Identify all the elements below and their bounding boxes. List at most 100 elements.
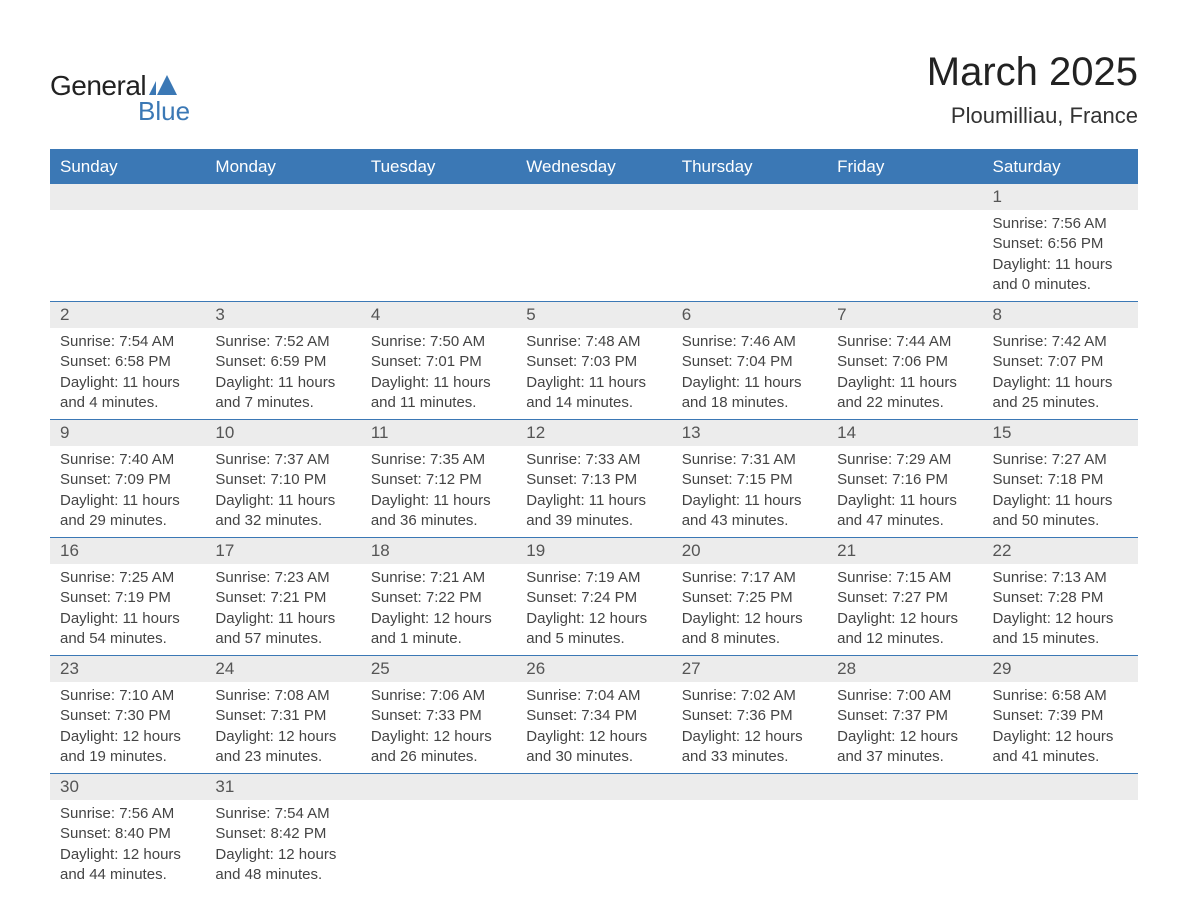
- day-data-cell: Sunrise: 7:15 AMSunset: 7:27 PMDaylight:…: [827, 564, 982, 656]
- day-data-cell: Sunrise: 7:17 AMSunset: 7:25 PMDaylight:…: [672, 564, 827, 656]
- day-data-cell: Sunrise: 6:58 AMSunset: 7:39 PMDaylight:…: [983, 682, 1138, 774]
- day-sunrise: Sunrise: 7:06 AM: [371, 686, 506, 706]
- day-number-cell: 24: [205, 656, 360, 683]
- day-sunset: Sunset: 7:07 PM: [993, 352, 1128, 372]
- day-data-cell: Sunrise: 7:27 AMSunset: 7:18 PMDaylight:…: [983, 446, 1138, 538]
- day-number-cell: 3: [205, 302, 360, 329]
- day-data-cell: Sunrise: 7:02 AMSunset: 7:36 PMDaylight:…: [672, 682, 827, 774]
- day-data: Sunrise: 7:52 AMSunset: 6:59 PMDaylight:…: [205, 328, 360, 419]
- day-day1: Daylight: 11 hours: [837, 373, 972, 393]
- day-day2: and 22 minutes.: [837, 393, 972, 413]
- day-sunset: Sunset: 7:31 PM: [215, 706, 350, 726]
- day-data-cell: Sunrise: 7:48 AMSunset: 7:03 PMDaylight:…: [516, 328, 671, 420]
- empty-day: [983, 800, 1138, 888]
- day-data-cell: Sunrise: 7:35 AMSunset: 7:12 PMDaylight:…: [361, 446, 516, 538]
- day-data: Sunrise: 7:10 AMSunset: 7:30 PMDaylight:…: [50, 682, 205, 773]
- day-data-cell: [672, 210, 827, 302]
- day-data: Sunrise: 7:56 AMSunset: 8:40 PMDaylight:…: [50, 800, 205, 891]
- day-day2: and 47 minutes.: [837, 511, 972, 531]
- day-number-cell: 2: [50, 302, 205, 329]
- day-sunrise: Sunrise: 7:54 AM: [215, 804, 350, 824]
- day-day1: Daylight: 11 hours: [60, 609, 195, 629]
- day-day2: and 23 minutes.: [215, 747, 350, 767]
- daynum-row: 2345678: [50, 302, 1138, 329]
- day-number: 2: [50, 302, 205, 328]
- day-day1: Daylight: 12 hours: [60, 845, 195, 865]
- day-sunrise: Sunrise: 7:56 AM: [60, 804, 195, 824]
- daynum-row: 1: [50, 184, 1138, 211]
- day-data: Sunrise: 7:13 AMSunset: 7:28 PMDaylight:…: [983, 564, 1138, 655]
- day-number: 1: [983, 184, 1138, 210]
- day-number: 9: [50, 420, 205, 446]
- day-number-cell: 10: [205, 420, 360, 447]
- day-number: [672, 774, 827, 780]
- empty-day: [516, 210, 671, 298]
- day-data: Sunrise: 7:02 AMSunset: 7:36 PMDaylight:…: [672, 682, 827, 773]
- day-data: Sunrise: 7:35 AMSunset: 7:12 PMDaylight:…: [361, 446, 516, 537]
- empty-day: [50, 210, 205, 298]
- day-day1: Daylight: 12 hours: [993, 727, 1128, 747]
- day-day2: and 15 minutes.: [993, 629, 1128, 649]
- weekday-header: Friday: [827, 150, 982, 184]
- day-day1: Daylight: 12 hours: [837, 727, 972, 747]
- day-sunset: Sunset: 7:01 PM: [371, 352, 506, 372]
- day-sunrise: Sunrise: 7:33 AM: [526, 450, 661, 470]
- day-number-cell: [50, 184, 205, 211]
- day-number-cell: 9: [50, 420, 205, 447]
- day-number: 23: [50, 656, 205, 682]
- day-day2: and 33 minutes.: [682, 747, 817, 767]
- day-number: 8: [983, 302, 1138, 328]
- day-number: 4: [361, 302, 516, 328]
- day-day1: Daylight: 12 hours: [60, 727, 195, 747]
- day-number-cell: 19: [516, 538, 671, 565]
- day-sunrise: Sunrise: 7:46 AM: [682, 332, 817, 352]
- weekday-header: Thursday: [672, 150, 827, 184]
- day-day2: and 26 minutes.: [371, 747, 506, 767]
- day-number: [516, 774, 671, 780]
- day-number-cell: 26: [516, 656, 671, 683]
- day-number: 10: [205, 420, 360, 446]
- day-number-cell: 31: [205, 774, 360, 801]
- day-data-cell: [672, 800, 827, 891]
- day-sunset: Sunset: 7:19 PM: [60, 588, 195, 608]
- day-sunrise: Sunrise: 7:00 AM: [837, 686, 972, 706]
- day-data: Sunrise: 7:17 AMSunset: 7:25 PMDaylight:…: [672, 564, 827, 655]
- day-sunrise: Sunrise: 7:40 AM: [60, 450, 195, 470]
- day-number: [672, 184, 827, 190]
- day-day2: and 30 minutes.: [526, 747, 661, 767]
- day-data: Sunrise: 7:40 AMSunset: 7:09 PMDaylight:…: [50, 446, 205, 537]
- day-data: Sunrise: 7:56 AMSunset: 6:56 PMDaylight:…: [983, 210, 1138, 301]
- empty-day: [361, 800, 516, 888]
- day-day2: and 39 minutes.: [526, 511, 661, 531]
- day-number: 14: [827, 420, 982, 446]
- day-number: 6: [672, 302, 827, 328]
- day-data-cell: Sunrise: 7:21 AMSunset: 7:22 PMDaylight:…: [361, 564, 516, 656]
- day-data-cell: Sunrise: 7:10 AMSunset: 7:30 PMDaylight:…: [50, 682, 205, 774]
- day-number: 11: [361, 420, 516, 446]
- day-data-cell: [516, 800, 671, 891]
- day-day2: and 1 minute.: [371, 629, 506, 649]
- day-data-cell: Sunrise: 7:08 AMSunset: 7:31 PMDaylight:…: [205, 682, 360, 774]
- day-data: Sunrise: 7:48 AMSunset: 7:03 PMDaylight:…: [516, 328, 671, 419]
- day-data: Sunrise: 6:58 AMSunset: 7:39 PMDaylight:…: [983, 682, 1138, 773]
- day-number-cell: 27: [672, 656, 827, 683]
- day-number-cell: 28: [827, 656, 982, 683]
- day-number-cell: [516, 184, 671, 211]
- day-data-cell: Sunrise: 7:13 AMSunset: 7:28 PMDaylight:…: [983, 564, 1138, 656]
- page-subtitle: Ploumilliau, France: [927, 103, 1138, 129]
- day-sunset: Sunset: 7:21 PM: [215, 588, 350, 608]
- day-sunset: Sunset: 7:36 PM: [682, 706, 817, 726]
- day-day1: Daylight: 11 hours: [526, 373, 661, 393]
- day-day2: and 14 minutes.: [526, 393, 661, 413]
- day-number-cell: 15: [983, 420, 1138, 447]
- weekday-header: Tuesday: [361, 150, 516, 184]
- day-number-cell: 11: [361, 420, 516, 447]
- day-day2: and 18 minutes.: [682, 393, 817, 413]
- day-sunrise: Sunrise: 7:19 AM: [526, 568, 661, 588]
- day-number: 21: [827, 538, 982, 564]
- day-number: 16: [50, 538, 205, 564]
- daynum-row: 9101112131415: [50, 420, 1138, 447]
- day-number: [827, 184, 982, 190]
- day-sunrise: Sunrise: 7:52 AM: [215, 332, 350, 352]
- brand-name-part1: General: [50, 70, 146, 102]
